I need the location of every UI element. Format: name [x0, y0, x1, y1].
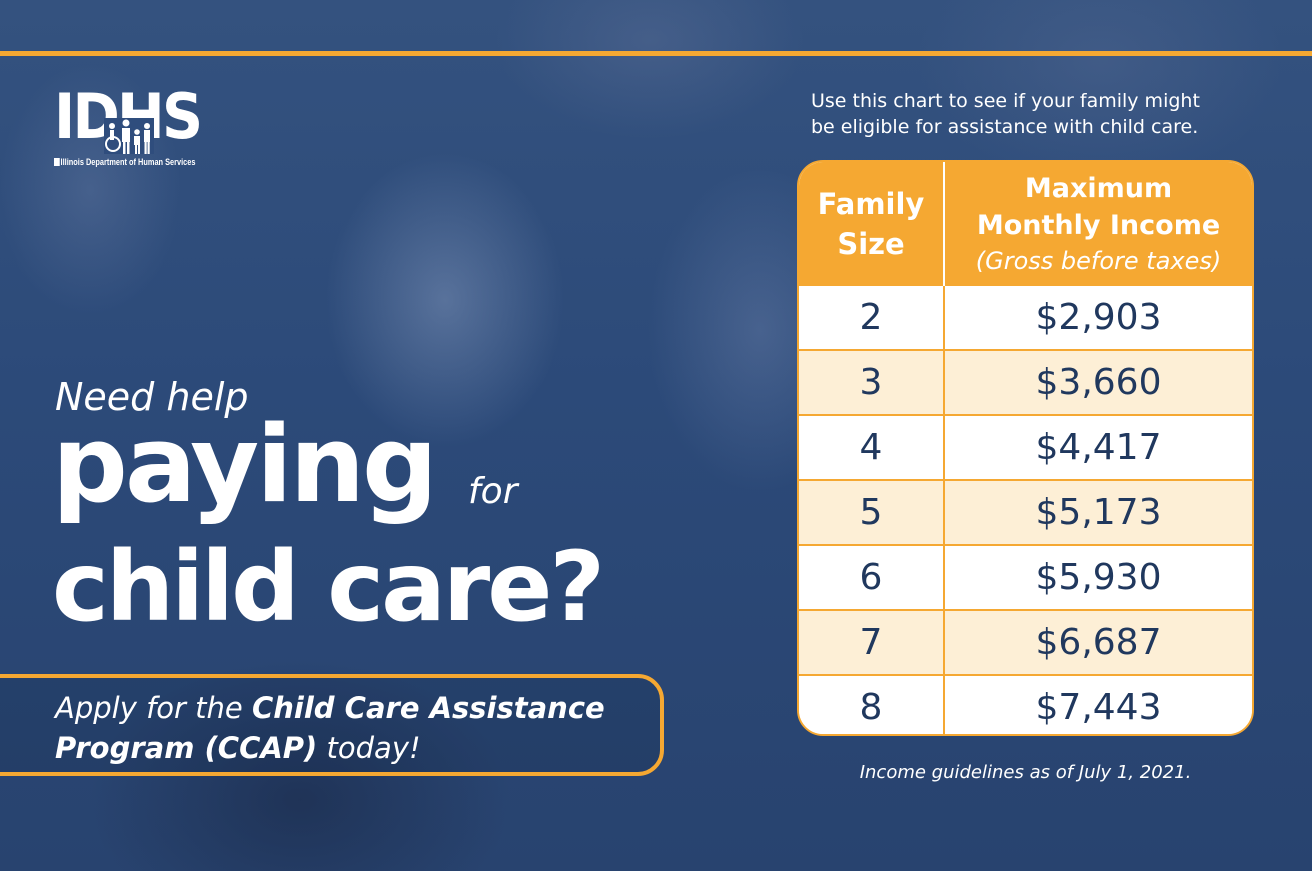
header-max-monthly-income: Maximum Monthly Income (Gross before tax… — [975, 172, 1222, 275]
cell-family-size: 3 — [799, 351, 945, 414]
apply-callout-text: Apply for the Child Care Assistance Prog… — [55, 691, 605, 765]
headline-paying: paying — [52, 403, 438, 526]
cell-family-size: 6 — [799, 546, 945, 609]
program-name-line2: Program (CCAP) — [55, 731, 318, 765]
headline-need-help: Need help — [55, 375, 249, 419]
cell-family-size: 4 — [799, 416, 945, 479]
program-name-line1: Child Care Assistance — [252, 691, 605, 725]
table-row: 8 $7,443 — [799, 674, 1252, 734]
table-header: Family Size Maximum Monthly Income (Gross… — [799, 162, 1252, 286]
income-guidelines-footnote: Income guidelines as of July 1, 2021. — [859, 762, 1192, 783]
idhs-logo: IDHS Illinois Department of Human Servic… — [54, 82, 230, 170]
cell-income: $2,903 — [1035, 297, 1162, 338]
cell-family-size: 8 — [799, 676, 945, 734]
headline-for: for — [468, 471, 518, 512]
family-figures-icon — [104, 118, 154, 154]
cell-income: $6,687 — [1035, 622, 1162, 663]
table-row: 4 $4,417 — [799, 414, 1252, 479]
table-row: 6 $5,930 — [799, 544, 1252, 609]
table-row: 3 $3,660 — [799, 349, 1252, 414]
chart-intro-text: Use this chart to see if your family mig… — [811, 90, 1200, 138]
cell-family-size: 7 — [799, 611, 945, 674]
table-row: 5 $5,173 — [799, 479, 1252, 544]
cell-income: $4,417 — [1035, 427, 1162, 468]
table-row: 2 $2,903 — [799, 286, 1252, 349]
cell-family-size: 2 — [799, 286, 945, 349]
cell-income: $5,930 — [1035, 557, 1162, 598]
top-accent-rule — [0, 51, 1312, 56]
logo-subtitle: Illinois Department of Human Services — [54, 156, 198, 168]
table-body: 2 $2,903 3 $3,660 4 $4,417 5 $5,173 6 $5… — [799, 286, 1252, 734]
cell-income: $3,660 — [1035, 362, 1162, 403]
cell-income: $5,173 — [1035, 492, 1162, 533]
cell-income: $7,443 — [1035, 687, 1162, 728]
cell-family-size: 5 — [799, 481, 945, 544]
income-eligibility-table: Family Size Maximum Monthly Income (Gross… — [797, 160, 1254, 736]
apply-callout-box — [0, 674, 664, 776]
table-row: 7 $6,687 — [799, 609, 1252, 674]
headline-child-care: child care? — [52, 531, 605, 643]
header-family-size: Family Size — [799, 162, 945, 286]
